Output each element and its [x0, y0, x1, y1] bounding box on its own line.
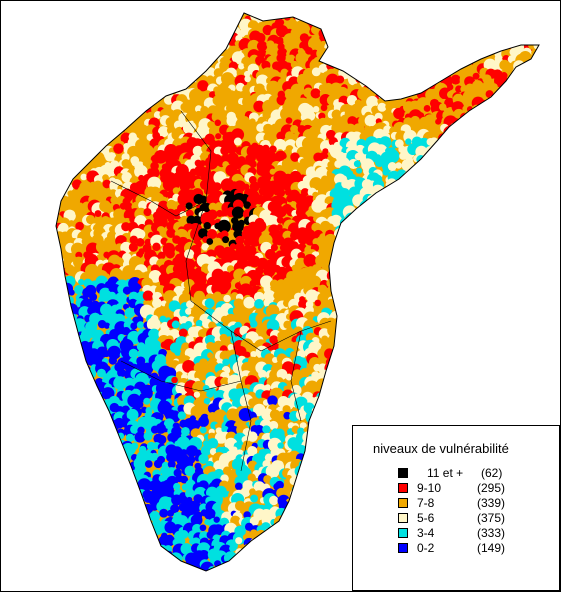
legend-item: 3-4 (333)	[353, 526, 559, 541]
legend-count: (339)	[477, 496, 506, 510]
legend-swatch	[398, 468, 408, 478]
legend-label: 9-10	[417, 481, 442, 495]
legend-label: 0-2	[417, 541, 435, 555]
legend-item: 11 et + (62)	[353, 466, 559, 481]
legend-label: 5-6	[417, 511, 435, 525]
legend-label: 7-8	[417, 496, 435, 510]
legend-count: (333)	[477, 526, 506, 540]
legend-swatch	[398, 498, 408, 508]
legend-swatch	[398, 528, 408, 538]
legend-count: (62)	[481, 466, 503, 480]
legend-item: 7-8 (339)	[353, 496, 559, 511]
legend-item: 0-2 (149)	[353, 541, 559, 556]
legend-count: (149)	[477, 541, 506, 555]
legend-count: (295)	[477, 481, 506, 495]
legend-item: 9-10 (295)	[353, 481, 559, 496]
legend-swatch	[398, 483, 408, 493]
legend-label: 3-4	[417, 526, 435, 540]
legend-label: 11 et +	[427, 466, 464, 480]
legend-swatch	[398, 513, 408, 523]
legend-title: niveaux de vulnérabilité	[373, 441, 509, 456]
district-boundaries	[110, 110, 332, 472]
map-legend: niveaux de vulnérabilité 11 et + (62) 9-…	[352, 425, 560, 591]
legend-count: (375)	[477, 511, 506, 525]
legend-swatch	[398, 543, 408, 553]
legend-item: 5-6 (375)	[353, 511, 559, 526]
